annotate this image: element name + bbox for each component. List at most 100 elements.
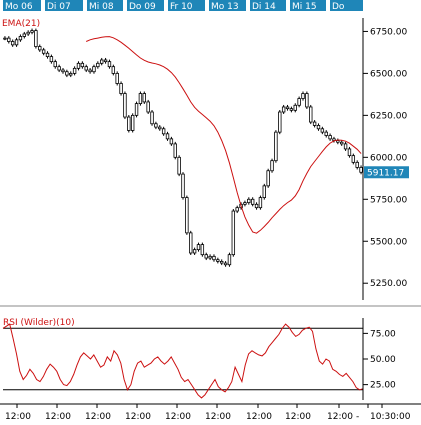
last-price-label: 5911.17 (367, 168, 404, 178)
price-bar-body (235, 207, 239, 212)
price-bar-body (127, 116, 131, 131)
time-tick-label: 12:00 (285, 412, 311, 422)
price-bar-body (254, 203, 259, 209)
price-bar-body (305, 93, 309, 108)
price-bar-body (177, 156, 181, 175)
price-bar-body (115, 72, 119, 84)
price-bar-body (119, 83, 123, 94)
time-tick-label: 12:00 (205, 412, 231, 422)
price-tick-label: 5750.00 (370, 195, 407, 205)
price-bar-body (123, 93, 127, 118)
price-bar-body (26, 31, 30, 35)
price-bar-body (38, 46, 42, 51)
price-bar-body (258, 197, 263, 209)
price-bar-body (72, 67, 77, 74)
price-bar-body (266, 170, 270, 187)
rsi-tick-label: 50.00 (370, 355, 396, 365)
price-bar-body (309, 106, 313, 123)
price-bar-body (18, 36, 23, 41)
price-bar-body (96, 62, 100, 68)
price-bar-body (281, 106, 286, 113)
date-tab-label: Do (332, 2, 345, 12)
price-bar-body (223, 262, 228, 266)
price-bar-body (220, 260, 224, 264)
time-tick-label: 10:30:00 (370, 412, 411, 422)
price-bar-body (312, 121, 317, 126)
price-bar-body (293, 104, 297, 111)
price-panel (0, 28, 421, 307)
date-tab-label: Do 09 (129, 2, 156, 12)
price-tick-label: 6000.00 (370, 153, 407, 163)
price-bar-body (324, 131, 328, 136)
price-bar-body (351, 155, 356, 163)
price-bar-body (262, 185, 266, 199)
date-tab-label: Mi 15 (292, 2, 317, 12)
price-bar-body (22, 33, 26, 37)
price-tick-label: 6250.00 (370, 111, 407, 121)
date-tab (168, 0, 205, 11)
price-bar-body (57, 66, 61, 71)
price-bar-body (278, 111, 282, 133)
price-bar-body (130, 114, 135, 131)
price-bar-body (340, 141, 344, 145)
price-tick-label: 5250.00 (370, 279, 407, 289)
price-bar-body (208, 255, 212, 259)
price-bar-body (154, 123, 158, 128)
date-tab (87, 0, 123, 11)
rsi-panel (2, 323, 364, 399)
price-bar-body (355, 161, 359, 168)
price-bar-body (196, 244, 201, 251)
rsi-tick-label: 75.00 (370, 329, 396, 339)
date-tab-label: Fr 10 (170, 2, 193, 12)
date-tab-label: Mi 08 (89, 2, 114, 12)
price-bar-body (53, 61, 57, 68)
price-bar-body (231, 210, 236, 256)
price-bar-body (169, 138, 174, 145)
date-tab (330, 0, 363, 11)
price-bar-body (247, 198, 251, 204)
price-bar-body (76, 62, 81, 69)
price-bar-body (142, 93, 146, 103)
price-bar-body (107, 61, 112, 68)
price-bar-body (34, 30, 38, 47)
price-bar-body (14, 39, 19, 46)
time-axis: 12:00 12:00 12:00 12:00 12:00 12:00 12:00 12:00… (0, 403, 421, 422)
time-tick-label: 12:00 (125, 412, 151, 422)
price-bar-body (138, 93, 143, 105)
price-bar-body (343, 143, 348, 150)
price-bar-body (84, 66, 88, 71)
time-tick-label: 12:00 (5, 412, 31, 422)
price-bar-body (41, 49, 46, 54)
price-bar-body (316, 125, 321, 130)
price-bar-body (80, 62, 85, 68)
rsi-axis: 75.00 50.00 25.00 (362, 318, 396, 400)
price-bar-body (192, 249, 197, 254)
price-bar-body (30, 30, 34, 33)
price-bar-body (3, 37, 7, 40)
price-bar-body (189, 232, 193, 254)
price-bar-body (250, 198, 255, 205)
price-bar-body (103, 59, 108, 63)
price-bar-body (88, 69, 92, 73)
price-bar-body (45, 52, 50, 58)
price-bar-body (165, 133, 170, 140)
date-tab-label: Di 07 (47, 2, 71, 12)
price-bar-body (92, 66, 96, 73)
price-bar-body (10, 41, 15, 46)
price-bar-body (7, 37, 11, 42)
price-bar-body (146, 101, 150, 113)
date-tabs: Mo 06 Di 07 Mi 08 Do 09 Fr 10 Mo 13 Di 14 Mi 15… (3, 0, 363, 12)
price-axis: 6750.00 6500.00 6250.00 6000.00 5750.00 5500.… (362, 18, 409, 300)
time-tick-label: 12:00 (85, 412, 111, 422)
price-bar-body (359, 166, 363, 173)
price-tick-label: 5500.00 (370, 237, 407, 247)
price-bar-body (347, 148, 352, 157)
date-tab (250, 0, 286, 11)
price-bar-body (161, 128, 166, 135)
date-tab (290, 0, 326, 11)
price-bar-body (173, 143, 177, 158)
price-bar-body (181, 173, 185, 199)
time-tick-label: - (356, 412, 359, 422)
price-bar-body (200, 244, 205, 256)
